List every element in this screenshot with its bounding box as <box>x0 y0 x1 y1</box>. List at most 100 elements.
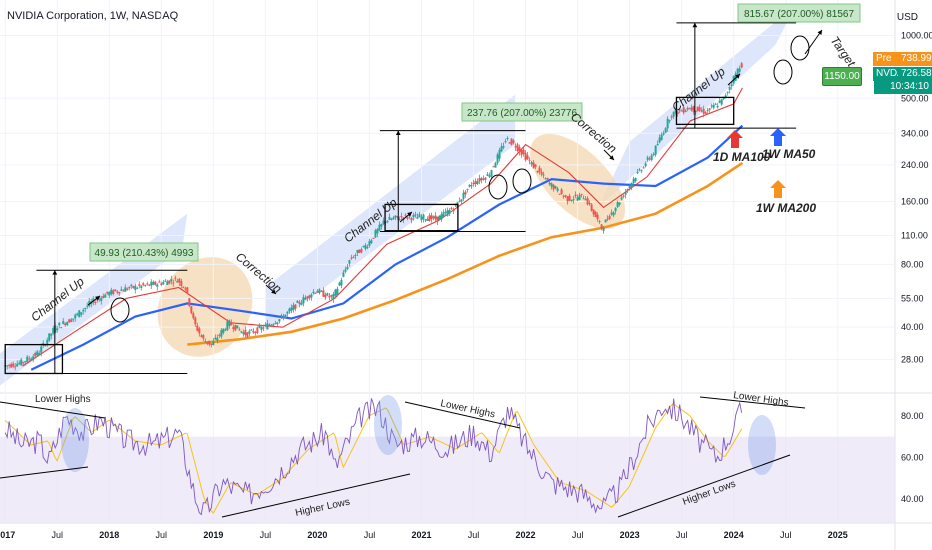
candle-body <box>148 284 151 286</box>
candle-body <box>510 138 513 145</box>
candle-body <box>670 116 673 118</box>
candle-body <box>236 325 239 329</box>
candle-body <box>414 214 417 216</box>
candle-body <box>436 216 439 222</box>
candle-body <box>538 167 541 172</box>
candle-body <box>694 110 697 113</box>
candle-body <box>290 307 293 311</box>
candle-body <box>704 112 707 114</box>
time-tick-label: Jul <box>260 530 272 540</box>
candle-body <box>12 363 15 367</box>
candle-body <box>492 166 495 168</box>
candle-body <box>600 224 603 229</box>
candle-body <box>296 300 299 303</box>
candle-body <box>368 241 371 246</box>
candle-body <box>542 174 545 176</box>
candle-body <box>200 335 203 337</box>
candle-body <box>616 202 619 208</box>
consolidation-box-2 <box>384 203 459 232</box>
candle-body <box>698 107 701 111</box>
candle-body <box>628 185 631 189</box>
candle-body <box>72 318 75 320</box>
candle-body <box>464 191 467 195</box>
candle-body <box>358 249 361 254</box>
candle-body <box>102 295 105 299</box>
candle-body <box>740 63 743 68</box>
price-tick-label: 55.00 <box>901 293 924 303</box>
candle-body <box>458 200 461 202</box>
candle-body <box>566 196 569 202</box>
candle-body <box>80 312 83 315</box>
candle-body <box>176 280 179 283</box>
candle-body <box>210 343 213 345</box>
candle-body <box>468 184 471 187</box>
candle-body <box>32 356 35 360</box>
rsi-trend-higher-lows-1 <box>221 473 411 518</box>
candle-body <box>622 195 625 197</box>
candle-body <box>254 331 257 333</box>
price-tick-label: 500.00 <box>901 93 929 103</box>
correction-arrow-2-head <box>609 155 614 160</box>
candle-body <box>160 283 163 285</box>
candle-body <box>576 197 579 201</box>
candle-body <box>10 364 13 368</box>
candle-body <box>186 287 189 293</box>
fractal-circle-5 <box>790 35 810 61</box>
candle-body <box>470 185 473 187</box>
candle-body <box>352 256 355 258</box>
target-label: Target <box>828 34 859 70</box>
candle-body <box>214 337 217 340</box>
candle-body <box>648 158 651 160</box>
candle-body <box>554 186 557 189</box>
candle-body <box>130 285 133 287</box>
candle-body <box>364 245 367 249</box>
candle-body <box>312 291 315 294</box>
channel-up-2 <box>265 94 516 332</box>
candle-body <box>558 193 561 195</box>
candle-body <box>50 333 53 336</box>
candle-body <box>46 339 49 345</box>
time-tick-label: 2020 <box>307 530 327 540</box>
ma100-arrow <box>727 130 743 148</box>
rsi-trend-lower-highs-1 <box>0 401 106 419</box>
rsi-trend-higher-lows-2 <box>617 454 791 518</box>
candle-body <box>38 352 41 356</box>
candle-body <box>484 177 487 180</box>
rsi-tick-label: 60.00 <box>901 453 924 463</box>
candle-body <box>380 223 383 227</box>
candle-body <box>340 279 343 286</box>
candle-body <box>172 282 175 284</box>
candle-body <box>466 188 469 190</box>
candle-body <box>688 108 691 110</box>
price-tick-label: 160.00 <box>901 197 929 207</box>
candle-body <box>504 141 507 143</box>
candle-body <box>586 197 589 205</box>
candle-body <box>246 332 249 337</box>
time-tick-label: Jul <box>780 530 792 540</box>
candle-body <box>522 149 525 154</box>
candle-body <box>452 209 455 212</box>
rsi-line <box>4 398 743 516</box>
ma50-label: 1W MA50 <box>762 147 816 161</box>
candle-body <box>18 362 21 364</box>
candle-body <box>142 283 145 286</box>
candle-body <box>216 337 219 341</box>
ma100-label: 1D MA100 <box>713 150 771 164</box>
time-tick-label: 2018 <box>99 530 119 540</box>
candle-body <box>14 366 17 368</box>
candle-body <box>226 321 229 331</box>
candle-body <box>462 192 465 199</box>
fractal-circle-4 <box>773 59 793 85</box>
candle-body <box>84 307 87 310</box>
candle-body <box>212 340 215 346</box>
candle-body <box>720 99 723 105</box>
candle-body <box>288 308 291 312</box>
candle-body <box>98 298 101 300</box>
candle-body <box>6 365 9 367</box>
candle-body <box>396 216 399 218</box>
candle-body <box>738 68 741 72</box>
rsi-trend-lower-lows-1 <box>0 466 89 479</box>
candle-body <box>690 107 693 111</box>
candle-body <box>486 174 489 176</box>
